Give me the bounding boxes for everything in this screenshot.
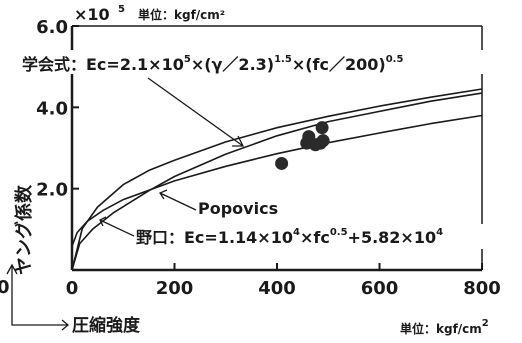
- axis-direction-arrow: [6, 263, 70, 331]
- curve-popovics: [71, 92, 483, 271]
- origin-label: 0: [0, 277, 10, 298]
- y-exponent-power: 5: [118, 4, 125, 15]
- curves: [71, 88, 483, 271]
- popovics-leader-arrowhead: [159, 189, 168, 200]
- popovics-leader-arrow: [159, 192, 197, 211]
- y-axis-title: ヤング係数: [13, 184, 35, 275]
- y-ticks: 2.0 4.0 6.0: [36, 17, 79, 201]
- data-point: [316, 134, 330, 148]
- gakkai-leader-arrow: [147, 77, 244, 147]
- bottom-unit-label: 単位：kgf/cm2: [400, 318, 489, 336]
- y-tick-label: 2.0: [36, 180, 68, 201]
- formula-popovics: Popovics: [198, 199, 278, 218]
- curve-noguchi: [71, 114, 483, 247]
- y-tick-label: 4.0: [36, 98, 68, 119]
- noguchi-leader-arrowhead: [99, 216, 107, 227]
- formula-noguchi: 野口：Ec=1.14×104×fc0.5+5.82×104: [136, 227, 443, 247]
- formula-gakkai: 学会式：Ec=2.1×105×(γ／2.3)1.5×(fc／200)0.5: [22, 54, 403, 74]
- data-point: [275, 156, 289, 170]
- leader-arrows: [99, 77, 245, 237]
- x-tick-label: 0: [66, 278, 79, 299]
- y-exponent-label: ×10: [74, 5, 110, 24]
- x-tick-label: 200: [156, 278, 194, 299]
- data-point: [315, 121, 329, 135]
- y-axis-label: ヤング係数: [13, 184, 35, 275]
- curve-gakkai: [71, 88, 483, 271]
- top-unit-label: 単位：kgf/cm²: [138, 7, 225, 22]
- x-ticks: 0 200 400 600 800: [66, 263, 501, 299]
- noguchi-leader-arrow: [99, 219, 135, 237]
- formula-noguchi-bg: [134, 224, 518, 249]
- x-tick-label: 600: [361, 278, 399, 299]
- x-tick-label: 800: [463, 278, 501, 299]
- y-tick-label: 6.0: [36, 17, 68, 38]
- x-tick-label: 400: [258, 278, 296, 299]
- x-axis-label: 圧縮強度: [72, 315, 141, 336]
- formula-popovics-bg: [194, 197, 292, 219]
- data-points: [275, 121, 330, 170]
- formula-gakkai-bg: [22, 50, 500, 74]
- gakkai-leader-arrowhead: [232, 135, 245, 147]
